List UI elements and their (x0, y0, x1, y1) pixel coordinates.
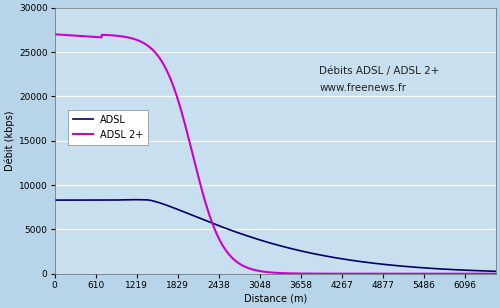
Legend: ADSL, ADSL 2+: ADSL, ADSL 2+ (68, 110, 148, 145)
Y-axis label: Débit (kbps): Débit (kbps) (4, 111, 14, 171)
ADSL 2+ (221, 245, 227, 249)
ADSL (493, 270, 499, 273)
Text: Débits ADSL / ADSL 2+
www.freenews.fr: Débits ADSL / ADSL 2+ www.freenews.fr (320, 66, 440, 93)
ADSL 2+ (128, 36, 134, 40)
ADSL (102, 198, 108, 202)
ADSL (437, 267, 443, 271)
ADSL (52, 198, 58, 202)
ADSL 2+ (436, 272, 442, 276)
ADSL 2+ (493, 272, 499, 276)
ADSL (131, 198, 137, 201)
ADSL 2+ (102, 33, 108, 37)
X-axis label: Distance (m): Distance (m) (244, 294, 307, 304)
ADSL 2+ (240, 264, 246, 268)
Line: ADSL: ADSL (54, 200, 496, 271)
ADSL (240, 233, 246, 236)
ADSL (221, 226, 227, 229)
Line: ADSL 2+: ADSL 2+ (54, 34, 496, 274)
ADSL 2+ (52, 32, 58, 36)
ADSL (484, 269, 490, 273)
ADSL (128, 198, 134, 201)
ADSL 2+ (484, 272, 490, 276)
